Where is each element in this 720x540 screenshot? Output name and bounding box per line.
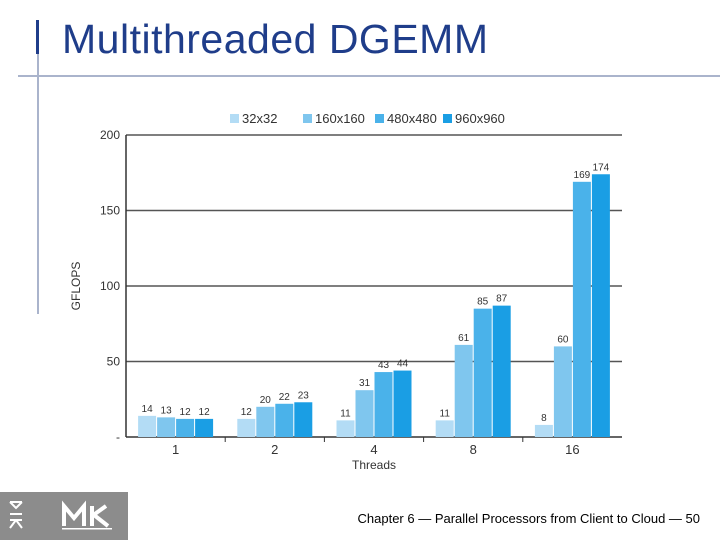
bar bbox=[336, 420, 355, 437]
bar-value-label: 22 bbox=[279, 392, 291, 403]
mk-logo-icon bbox=[62, 500, 112, 530]
legend-label: 480x480 bbox=[387, 111, 437, 126]
bar bbox=[374, 372, 393, 437]
x-tick-label: 1 bbox=[172, 442, 179, 457]
y-tick-label: 200 bbox=[100, 128, 120, 142]
y-tick-label: 150 bbox=[100, 204, 120, 218]
y-tick-label: - bbox=[116, 430, 120, 444]
bar bbox=[256, 406, 275, 437]
bar-value-label: 23 bbox=[298, 390, 310, 401]
legend-label: 32x32 bbox=[242, 111, 277, 126]
bar-value-label: 31 bbox=[359, 378, 371, 389]
bar-value-label: 44 bbox=[397, 359, 409, 370]
bar bbox=[195, 418, 214, 437]
bar bbox=[591, 174, 610, 437]
bar-value-label: 8 bbox=[541, 413, 547, 424]
bar-value-label: 85 bbox=[477, 297, 489, 308]
mk-vertical-logo-icon bbox=[9, 501, 23, 529]
bar-value-label: 169 bbox=[574, 170, 591, 181]
bar-value-label: 174 bbox=[593, 162, 610, 173]
slide-footer: Chapter 6 — Parallel Processors from Cli… bbox=[357, 511, 700, 526]
bar bbox=[355, 390, 374, 437]
bar-value-label: 61 bbox=[458, 333, 470, 344]
x-tick-label: 8 bbox=[470, 442, 477, 457]
y-axis-title: GFLOPS bbox=[69, 262, 83, 311]
bar bbox=[393, 370, 412, 437]
bar-value-label: 11 bbox=[340, 408, 351, 419]
publisher-logo bbox=[0, 492, 128, 540]
bar bbox=[473, 308, 492, 437]
accent-bar bbox=[36, 20, 39, 54]
accent-horizontal-line bbox=[18, 75, 720, 77]
bar-value-label: 60 bbox=[557, 334, 569, 345]
bar bbox=[534, 424, 553, 437]
legend-swatch bbox=[443, 114, 452, 123]
bar-value-label: 14 bbox=[142, 404, 154, 415]
bar-value-label: 20 bbox=[260, 395, 272, 406]
bar bbox=[275, 403, 294, 437]
legend-label: 160x160 bbox=[315, 111, 365, 126]
x-tick-label: 16 bbox=[565, 442, 579, 457]
bar bbox=[176, 418, 195, 437]
bar bbox=[454, 344, 473, 437]
bar bbox=[237, 418, 256, 437]
bar bbox=[435, 420, 454, 437]
x-axis-title: Threads bbox=[352, 458, 396, 472]
bar-value-label: 12 bbox=[180, 407, 192, 418]
bar-value-label: 13 bbox=[161, 405, 173, 416]
y-tick-label: 100 bbox=[100, 279, 120, 293]
accent-vertical-line bbox=[37, 54, 39, 314]
bar bbox=[294, 402, 313, 437]
bar bbox=[138, 415, 157, 437]
bar bbox=[157, 417, 176, 437]
legend-label: 960x960 bbox=[455, 111, 505, 126]
bar-value-label: 12 bbox=[241, 407, 253, 418]
legend-swatch bbox=[375, 114, 384, 123]
bar bbox=[492, 305, 511, 437]
legend-swatch bbox=[230, 114, 239, 123]
bar-value-label: 43 bbox=[378, 360, 390, 371]
slide-title: Multithreaded DGEMM bbox=[62, 16, 489, 62]
bar-value-label: 11 bbox=[440, 408, 451, 419]
bar-value-label: 12 bbox=[199, 407, 211, 418]
x-tick-label: 4 bbox=[370, 442, 377, 457]
bar bbox=[553, 346, 572, 437]
x-tick-label: 2 bbox=[271, 442, 278, 457]
bar bbox=[572, 181, 591, 437]
bar-value-label: 87 bbox=[496, 294, 508, 305]
y-tick-label: 50 bbox=[107, 355, 121, 369]
legend-swatch bbox=[303, 114, 312, 123]
